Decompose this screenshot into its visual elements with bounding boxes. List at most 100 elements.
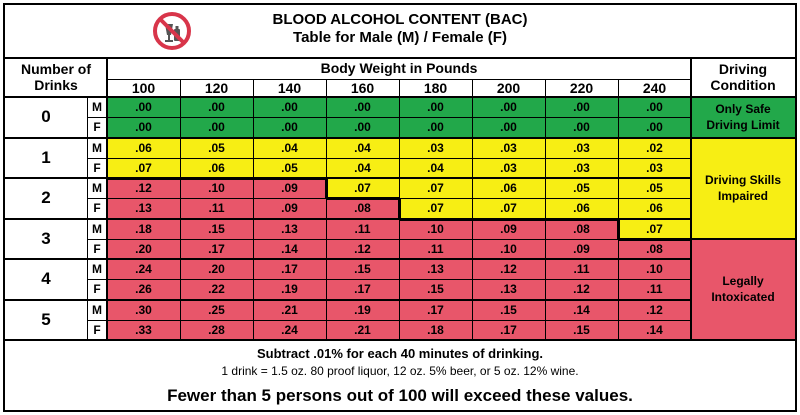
bac-cell: .00 bbox=[399, 97, 472, 118]
drinks-header-line1: Number of bbox=[21, 61, 91, 77]
drinks-count: 2 bbox=[41, 188, 51, 208]
bac-cell: .11 bbox=[326, 218, 399, 239]
bac-cell: .21 bbox=[326, 319, 399, 340]
column-line bbox=[545, 79, 546, 340]
bac-cell: .00 bbox=[618, 97, 691, 118]
bac-cell: .15 bbox=[326, 259, 399, 280]
bac-cell: .14 bbox=[618, 319, 691, 340]
bac-cell: .08 bbox=[326, 198, 399, 219]
drink-group-line bbox=[5, 177, 691, 179]
column-line bbox=[180, 79, 181, 340]
bac-cell: .25 bbox=[180, 299, 253, 320]
sex-label: F bbox=[93, 201, 101, 216]
drink-group-line bbox=[5, 298, 691, 301]
row-line bbox=[87, 279, 691, 281]
weight-column-header: Body Weight in Pounds bbox=[320, 60, 478, 76]
bac-cell: .11 bbox=[545, 259, 618, 280]
bac-cell: .14 bbox=[545, 299, 618, 320]
bac-cell: .11 bbox=[399, 238, 472, 259]
weight-header-100: 100 bbox=[131, 80, 156, 96]
row-line bbox=[87, 117, 691, 119]
bac-cell: .05 bbox=[545, 178, 618, 199]
bac-cell: .19 bbox=[326, 299, 399, 320]
bac-cell: .14 bbox=[253, 238, 326, 259]
bac-cell: .03 bbox=[472, 157, 545, 178]
bac-cell: .10 bbox=[618, 259, 691, 280]
bac-cell: .04 bbox=[326, 137, 399, 158]
bac-cell: .17 bbox=[253, 259, 326, 280]
bac-cell: .11 bbox=[618, 279, 691, 300]
drink-group-line bbox=[5, 258, 691, 260]
bac-cell: .10 bbox=[180, 178, 253, 199]
threshold-line bbox=[618, 237, 691, 241]
condition-header-line1: Driving bbox=[718, 61, 768, 77]
bac-cell: .20 bbox=[107, 238, 180, 259]
drinks-column-header: Number of Drinks bbox=[5, 57, 107, 97]
bac-cell: .00 bbox=[618, 117, 691, 138]
bac-cell: .15 bbox=[399, 279, 472, 300]
bac-cell: .18 bbox=[399, 319, 472, 340]
bac-cell: .12 bbox=[107, 178, 180, 199]
sex-label: F bbox=[93, 282, 101, 297]
bac-cell: .21 bbox=[253, 299, 326, 320]
bac-cell: .19 bbox=[253, 279, 326, 300]
bac-cell: .00 bbox=[180, 97, 253, 118]
weight-header-180: 180 bbox=[423, 80, 448, 96]
drinks-count: 4 bbox=[41, 269, 51, 289]
bac-cell: .00 bbox=[326, 97, 399, 118]
bac-cell: .03 bbox=[618, 157, 691, 178]
bac-cell: .13 bbox=[253, 218, 326, 239]
sex-label: M bbox=[92, 262, 102, 277]
bac-cell: .03 bbox=[472, 137, 545, 158]
drink-group-line bbox=[5, 136, 691, 139]
bac-cell: .18 bbox=[107, 218, 180, 239]
footer-note-time: Subtract .01% for each 40 minutes of dri… bbox=[256, 346, 544, 361]
bac-cell: .00 bbox=[253, 117, 326, 138]
weight-header-120: 120 bbox=[204, 80, 229, 96]
bac-cell: .12 bbox=[472, 259, 545, 280]
threshold-line bbox=[326, 197, 399, 201]
condition-left-line bbox=[690, 57, 692, 340]
header: BLOOD ALCOHOL CONTENT (BAC) Table for Ma… bbox=[5, 5, 795, 59]
condition-separator bbox=[691, 136, 795, 139]
drinks-count: 5 bbox=[41, 309, 51, 329]
bac-cell: .03 bbox=[399, 137, 472, 158]
condition-separator bbox=[691, 237, 795, 240]
column-line bbox=[618, 79, 619, 340]
page-title: BLOOD ALCOHOL CONTENT (BAC) bbox=[272, 11, 528, 28]
bac-cell: .26 bbox=[107, 279, 180, 300]
sex-label: F bbox=[93, 120, 101, 135]
no-drinking-icon bbox=[153, 12, 191, 50]
column-line bbox=[253, 79, 254, 340]
drinks-count: 1 bbox=[41, 147, 51, 167]
condition-safe: Only Safe Driving Limit bbox=[691, 97, 795, 138]
bac-cell: .05 bbox=[618, 178, 691, 199]
bac-cell: .17 bbox=[399, 299, 472, 320]
page-subtitle: Table for Male (M) / Female (F) bbox=[293, 29, 507, 46]
bac-cell: .17 bbox=[180, 238, 253, 259]
weight-header-140: 140 bbox=[277, 80, 302, 96]
bac-cell: .17 bbox=[326, 279, 399, 300]
drinks-count: 0 bbox=[41, 107, 51, 127]
footer-note-exceed: Fewer than 5 persons out of 100 will exc… bbox=[167, 386, 633, 405]
bac-cell: .00 bbox=[399, 117, 472, 138]
condition-impaired: Driving Skills Impaired bbox=[691, 137, 795, 239]
weight-header-160: 160 bbox=[350, 80, 375, 96]
bac-cell: .24 bbox=[253, 319, 326, 340]
bac-cell: .11 bbox=[180, 198, 253, 219]
bac-cell: .20 bbox=[180, 259, 253, 280]
row-line bbox=[87, 319, 691, 321]
threshold-line bbox=[617, 218, 620, 239]
bac-cell: .10 bbox=[399, 218, 472, 239]
bac-cell: .07 bbox=[326, 178, 399, 199]
bac-cell: .30 bbox=[107, 299, 180, 320]
column-line bbox=[472, 79, 473, 340]
bac-cell: .09 bbox=[253, 198, 326, 219]
bac-cell: .00 bbox=[326, 117, 399, 138]
column-line bbox=[326, 79, 327, 340]
bac-cell: .00 bbox=[472, 97, 545, 118]
bac-cell: .00 bbox=[253, 97, 326, 118]
sex-label: F bbox=[93, 160, 101, 175]
bac-cell: .07 bbox=[618, 218, 691, 239]
threshold-line bbox=[398, 198, 401, 219]
